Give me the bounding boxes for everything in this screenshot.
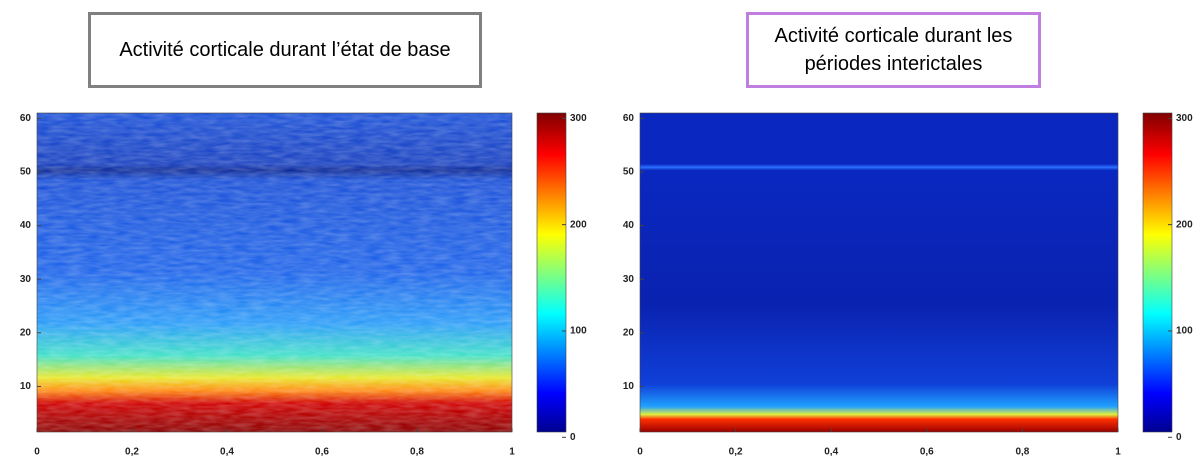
colorbar-tick-label: 300 (1176, 113, 1193, 124)
colorbar-tick-label: 0 (570, 432, 576, 443)
colorbar-tick-label: 300 (570, 113, 587, 124)
colorbar (536, 112, 567, 433)
y-tick-label: 10 (623, 381, 635, 392)
x-tick-label: 0 (34, 447, 40, 458)
x-tick-label: 0,2 (125, 447, 139, 458)
x-tick-label: 0,4 (824, 447, 838, 458)
x-tick-label: 0,4 (220, 447, 234, 458)
y-tick-label: 60 (623, 113, 635, 124)
plot-frame (639, 112, 1119, 433)
y-tick-label: 50 (20, 167, 32, 178)
heatmap-texture (37, 113, 512, 432)
colorbar-tick-label: 100 (1176, 326, 1193, 337)
y-tick-label: 40 (20, 220, 32, 231)
colorbar-tick-label: 100 (570, 326, 587, 337)
x-tick-label: 0,2 (729, 447, 743, 458)
y-tick-label: 20 (623, 327, 635, 338)
colorbar-tick-label: 200 (1176, 219, 1193, 230)
plot-frame (36, 112, 513, 433)
x-tick-label: 1 (509, 447, 515, 458)
x-tick-label: 0,8 (410, 447, 424, 458)
x-tick-label: 0,6 (315, 447, 329, 458)
colorbar-tick-label: 0 (1176, 432, 1182, 443)
y-tick-label: 50 (623, 167, 635, 178)
x-tick-label: 0,8 (1015, 447, 1029, 458)
x-tick-label: 0,6 (920, 447, 934, 458)
y-tick-label: 20 (20, 327, 32, 338)
heatmap (640, 113, 1118, 432)
y-tick-label: 10 (20, 381, 32, 392)
y-tick-label: 60 (20, 113, 32, 124)
colorbar-tick-label: 200 (570, 219, 587, 230)
x-tick-label: 0 (637, 447, 643, 458)
y-tick-label: 30 (20, 274, 32, 285)
colorbar (1142, 112, 1173, 433)
y-tick-label: 30 (623, 274, 635, 285)
chart-title: Activité corticale durant les périodes i… (746, 12, 1041, 88)
x-tick-label: 1 (1115, 447, 1121, 458)
y-tick-label: 40 (623, 220, 635, 231)
chart-title: Activité corticale durant l’état de base (88, 12, 482, 88)
